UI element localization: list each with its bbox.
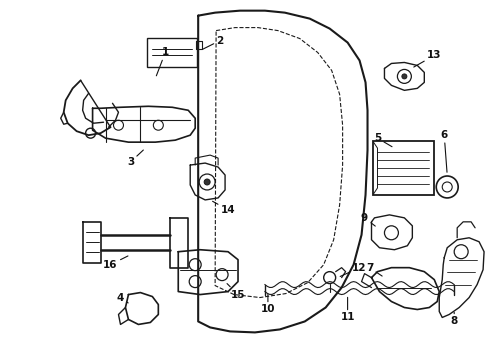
Text: 2: 2	[202, 36, 224, 49]
Text: 8: 8	[449, 312, 457, 327]
Text: 14: 14	[212, 201, 235, 215]
Text: 13: 13	[413, 50, 441, 67]
Text: 6: 6	[440, 130, 447, 172]
FancyBboxPatch shape	[147, 37, 197, 67]
Text: 12: 12	[340, 263, 366, 276]
Text: 16: 16	[103, 256, 128, 270]
Text: 9: 9	[360, 213, 374, 226]
Text: 1: 1	[156, 48, 168, 76]
Text: 15: 15	[226, 284, 245, 300]
Text: 3: 3	[126, 150, 143, 167]
Text: 4: 4	[117, 293, 128, 303]
FancyBboxPatch shape	[372, 141, 433, 195]
Circle shape	[401, 74, 406, 79]
Text: 11: 11	[340, 297, 354, 323]
Circle shape	[203, 179, 210, 185]
Text: 7: 7	[365, 263, 381, 276]
Text: 10: 10	[260, 294, 275, 315]
Text: 5: 5	[373, 133, 391, 147]
